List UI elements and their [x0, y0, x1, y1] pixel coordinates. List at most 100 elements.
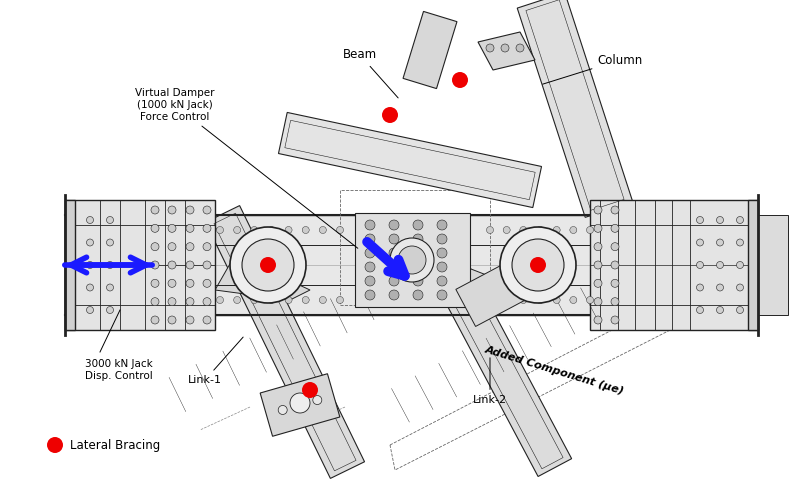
Circle shape	[285, 296, 292, 304]
Polygon shape	[206, 206, 365, 478]
Circle shape	[268, 296, 275, 304]
Circle shape	[697, 306, 703, 314]
Circle shape	[530, 257, 546, 273]
Circle shape	[586, 226, 594, 234]
Circle shape	[186, 298, 194, 306]
Circle shape	[86, 216, 94, 224]
Circle shape	[437, 262, 447, 272]
Text: Virtual Damper
(1000 kN Jack)
Force Control: Virtual Damper (1000 kN Jack) Force Cont…	[135, 88, 358, 248]
Circle shape	[389, 234, 399, 244]
Circle shape	[611, 280, 619, 287]
Circle shape	[86, 284, 94, 291]
Circle shape	[452, 72, 468, 88]
Circle shape	[737, 306, 743, 314]
Circle shape	[203, 298, 211, 306]
Circle shape	[365, 234, 375, 244]
Circle shape	[520, 296, 527, 304]
Circle shape	[594, 261, 602, 269]
Circle shape	[389, 290, 399, 300]
Circle shape	[168, 224, 176, 232]
Circle shape	[570, 226, 577, 234]
Circle shape	[486, 226, 494, 234]
Circle shape	[737, 262, 743, 268]
Circle shape	[151, 224, 159, 232]
Circle shape	[413, 290, 423, 300]
Text: Lateral Bracing: Lateral Bracing	[70, 438, 160, 452]
Circle shape	[717, 306, 723, 314]
Circle shape	[106, 306, 114, 314]
Circle shape	[365, 220, 375, 230]
Circle shape	[365, 290, 375, 300]
Text: Link-1: Link-1	[188, 337, 243, 385]
Circle shape	[611, 206, 619, 214]
Polygon shape	[758, 215, 788, 315]
Circle shape	[697, 262, 703, 268]
Circle shape	[242, 239, 294, 291]
Circle shape	[151, 261, 159, 269]
Circle shape	[611, 261, 619, 269]
Polygon shape	[590, 200, 758, 330]
Circle shape	[594, 316, 602, 324]
Polygon shape	[420, 255, 525, 305]
Circle shape	[86, 262, 94, 268]
Circle shape	[302, 382, 318, 398]
Circle shape	[302, 296, 310, 304]
Circle shape	[186, 206, 194, 214]
Circle shape	[151, 280, 159, 287]
Circle shape	[186, 316, 194, 324]
Circle shape	[337, 296, 343, 304]
Polygon shape	[215, 255, 310, 300]
Circle shape	[594, 206, 602, 214]
Circle shape	[553, 226, 560, 234]
Circle shape	[737, 284, 743, 291]
Circle shape	[389, 262, 399, 272]
Circle shape	[337, 226, 343, 234]
Circle shape	[365, 262, 375, 272]
Circle shape	[611, 224, 619, 232]
Circle shape	[717, 216, 723, 224]
Polygon shape	[260, 374, 340, 436]
Text: Link-2: Link-2	[473, 358, 507, 405]
Circle shape	[389, 276, 399, 286]
Circle shape	[437, 290, 447, 300]
Circle shape	[413, 234, 423, 244]
Circle shape	[413, 276, 423, 286]
Polygon shape	[418, 234, 572, 476]
Circle shape	[486, 296, 494, 304]
Circle shape	[437, 220, 447, 230]
Circle shape	[234, 296, 241, 304]
Circle shape	[106, 216, 114, 224]
Circle shape	[168, 298, 176, 306]
Polygon shape	[518, 0, 633, 218]
Circle shape	[611, 242, 619, 250]
Circle shape	[250, 296, 258, 304]
Circle shape	[168, 316, 176, 324]
Circle shape	[697, 239, 703, 246]
Circle shape	[86, 239, 94, 246]
Circle shape	[437, 234, 447, 244]
Text: Column: Column	[542, 54, 642, 84]
Circle shape	[230, 227, 306, 303]
Circle shape	[570, 296, 577, 304]
Text: 3000 kN Jack
Disp. Control: 3000 kN Jack Disp. Control	[85, 359, 153, 381]
Circle shape	[47, 437, 63, 453]
Circle shape	[186, 261, 194, 269]
Polygon shape	[403, 12, 457, 88]
Circle shape	[106, 239, 114, 246]
Polygon shape	[478, 32, 535, 70]
Circle shape	[151, 206, 159, 214]
Polygon shape	[65, 200, 215, 330]
Circle shape	[106, 284, 114, 291]
Polygon shape	[65, 215, 758, 315]
Circle shape	[319, 226, 326, 234]
Circle shape	[611, 316, 619, 324]
Circle shape	[594, 298, 602, 306]
Circle shape	[389, 220, 399, 230]
Polygon shape	[65, 200, 75, 330]
Circle shape	[586, 296, 594, 304]
Circle shape	[203, 206, 211, 214]
Circle shape	[503, 296, 510, 304]
Circle shape	[151, 298, 159, 306]
Circle shape	[168, 280, 176, 287]
Circle shape	[168, 242, 176, 250]
